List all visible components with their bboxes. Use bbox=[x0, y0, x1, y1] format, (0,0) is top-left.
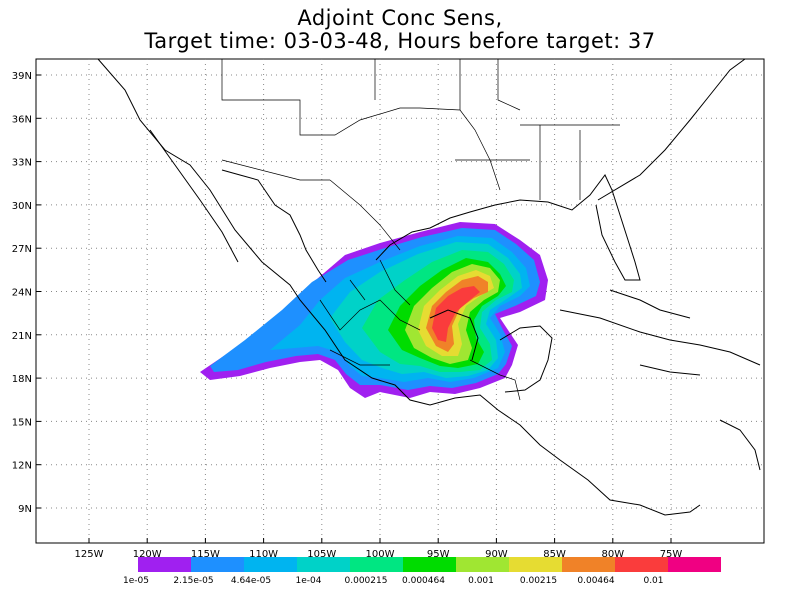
colorbar bbox=[138, 557, 721, 572]
map-frame bbox=[35, 58, 765, 544]
colorbar-label: 4.64e-05 bbox=[231, 576, 271, 586]
coastlines bbox=[97, 58, 761, 516]
colorbar-swatch bbox=[191, 557, 244, 572]
colorbar-label: 0.01 bbox=[643, 576, 663, 586]
lon-label: 85W bbox=[543, 549, 566, 560]
graticule bbox=[36, 59, 764, 543]
borders bbox=[221, 59, 620, 401]
colorbar-swatch bbox=[350, 557, 403, 572]
colorbar-label: 0.00464 bbox=[577, 576, 614, 586]
plot-subtitle: Target time: 03-03-48, Hours before targ… bbox=[144, 29, 656, 53]
plot-title: Adjoint Conc Sens, bbox=[297, 6, 503, 30]
lon-label: 80W bbox=[601, 549, 624, 560]
colorbar-label: 0.001 bbox=[468, 576, 494, 586]
colorbar-label: 0.000464 bbox=[402, 576, 445, 586]
sensitivity-contours bbox=[200, 222, 548, 398]
lon-label: 90W bbox=[485, 549, 508, 560]
lon-label: 105W bbox=[307, 549, 336, 560]
lon-label: 125W bbox=[75, 549, 104, 560]
colorbar-label: 0.00215 bbox=[520, 576, 557, 586]
lon-label: 75W bbox=[660, 549, 683, 560]
lon-label: 95W bbox=[427, 549, 450, 560]
lat-label: 33N bbox=[12, 158, 32, 169]
colorbar-swatch bbox=[244, 557, 297, 572]
lon-label: 100W bbox=[366, 549, 395, 560]
colorbar-swatch bbox=[509, 557, 562, 572]
colorbar-label: 2.15e-05 bbox=[173, 576, 213, 586]
lon-label: 115W bbox=[191, 549, 220, 560]
colorbar-swatch bbox=[615, 557, 668, 572]
lat-label: 21N bbox=[12, 331, 32, 342]
colorbar-swatch bbox=[668, 557, 721, 572]
colorbar-swatch bbox=[138, 557, 191, 572]
colorbar-swatch bbox=[456, 557, 509, 572]
lat-label: 18N bbox=[12, 374, 32, 385]
lat-label: 39N bbox=[12, 71, 32, 82]
colorbar-label: 0.000215 bbox=[345, 576, 388, 586]
colorbar-label: 1e-05 bbox=[123, 576, 149, 586]
lat-label: 36N bbox=[12, 114, 32, 125]
lat-label: 9N bbox=[18, 504, 32, 515]
colorbar-swatch bbox=[562, 557, 615, 572]
colorbar-swatch bbox=[403, 557, 456, 572]
contour-0.01 bbox=[432, 286, 480, 342]
lon-label: 110W bbox=[249, 549, 278, 560]
colorbar-swatch bbox=[297, 557, 350, 572]
colorbar-label: 1e-04 bbox=[296, 576, 322, 586]
colorbar-labels: 1e-05 2.15e-05 4.64e-05 1e-04 0.000215 0.0004… bbox=[123, 576, 664, 586]
lat-label: 12N bbox=[12, 461, 32, 472]
longitude-labels: 125W 120W 115W 110W 105W 100W 95W 90W 85W 80W 75W bbox=[75, 549, 683, 560]
lat-label: 24N bbox=[12, 288, 32, 299]
latitude-labels: 39N 36N 33N 30N 27N 24N 21N 18N 15N 12N 9N bbox=[12, 71, 32, 515]
lon-label: 120W bbox=[133, 549, 162, 560]
lat-label: 27N bbox=[12, 244, 32, 255]
lat-label: 15N bbox=[12, 417, 32, 428]
lat-label: 30N bbox=[12, 201, 32, 212]
